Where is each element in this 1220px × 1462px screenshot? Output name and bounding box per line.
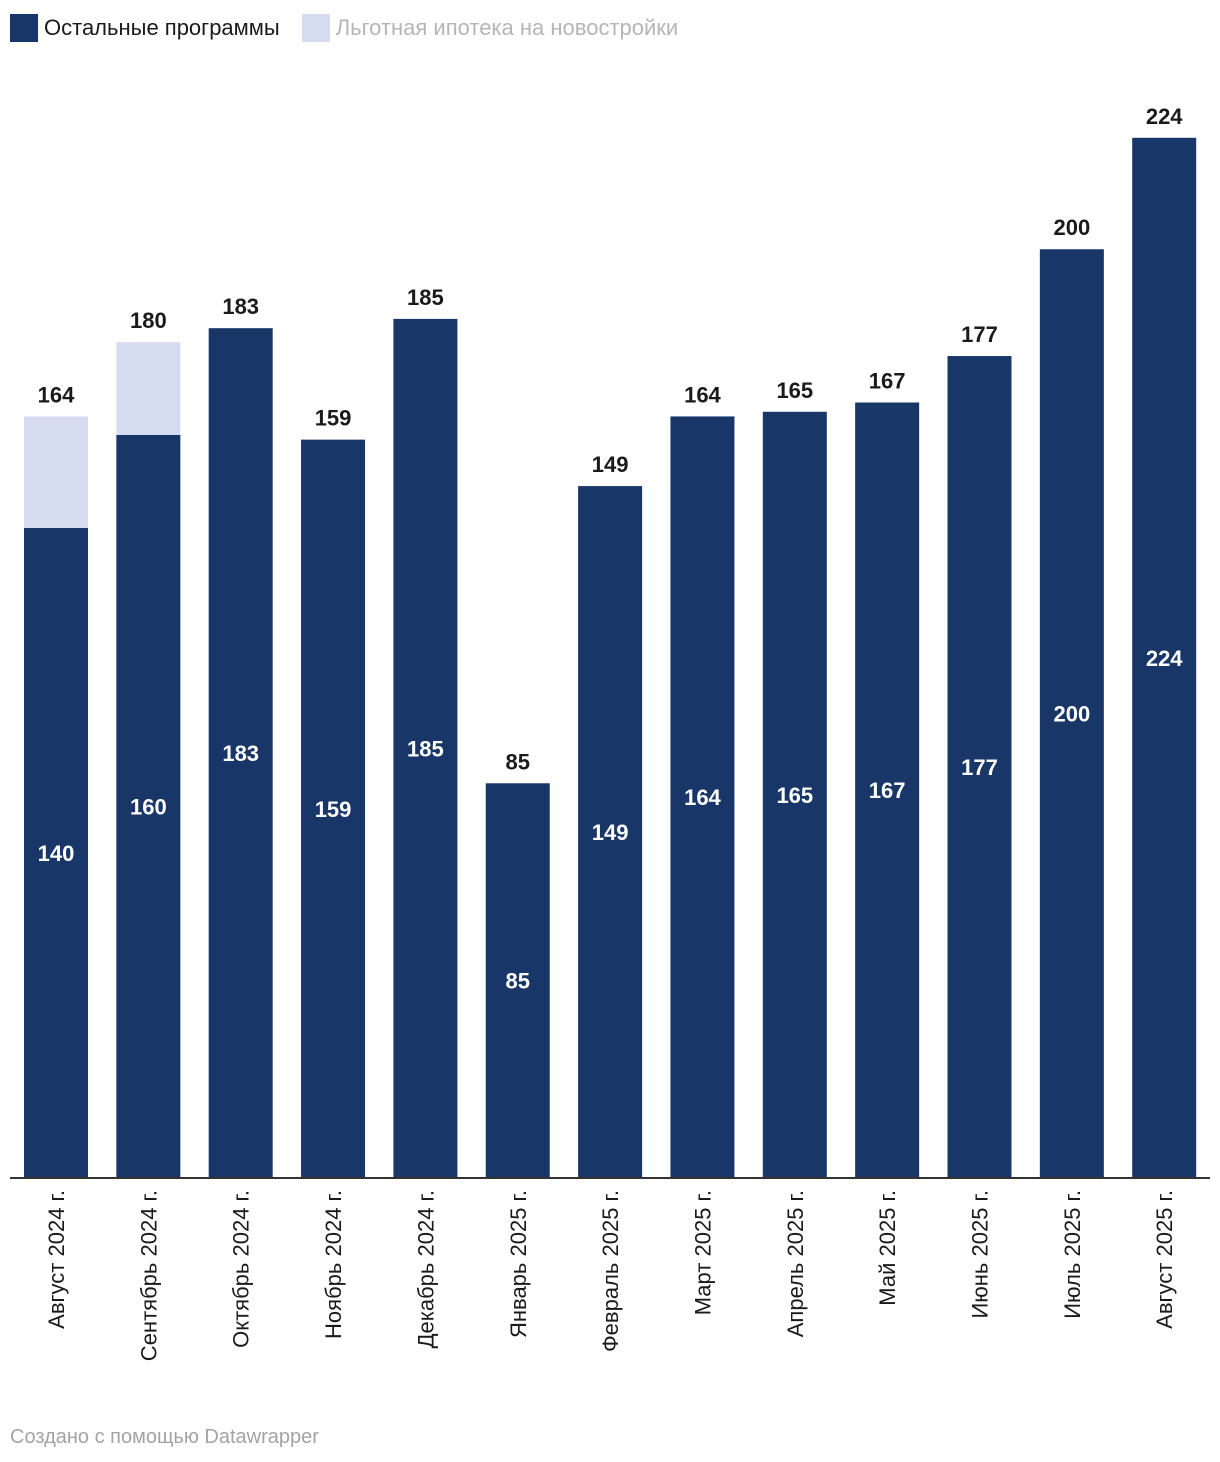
bar-other-programs bbox=[301, 439, 366, 1178]
data-label: 149 bbox=[592, 820, 629, 845]
legend-item-preferential-mortgage: Льготная ипотека на новостройки bbox=[301, 14, 679, 42]
data-label: 165 bbox=[776, 783, 813, 808]
total-label: 164 bbox=[684, 382, 721, 407]
legend-label-preferential-mortgage: Льготная ипотека на новостройки bbox=[335, 15, 679, 40]
total-label: 85 bbox=[506, 749, 530, 774]
bar-other-programs bbox=[762, 411, 827, 1178]
total-label: 177 bbox=[961, 322, 998, 347]
data-label: 185 bbox=[407, 736, 444, 761]
bar-other-programs bbox=[208, 328, 273, 1178]
bar-other-programs bbox=[947, 356, 1012, 1178]
bar-other-programs bbox=[393, 318, 458, 1179]
bar-other-programs bbox=[1039, 249, 1104, 1178]
bar-other-programs bbox=[855, 402, 920, 1178]
x-tick-label: Июль 2025 г. bbox=[1060, 1190, 1085, 1319]
legend-swatch-preferential-mortgage bbox=[301, 14, 330, 42]
total-label: 180 bbox=[130, 308, 167, 333]
legend-label-other-programs: Остальные программы bbox=[44, 15, 280, 40]
total-label: 200 bbox=[1053, 215, 1090, 240]
bar-preferential-mortgage bbox=[24, 416, 88, 528]
data-label: 167 bbox=[869, 778, 906, 803]
x-tick-label: Август 2024 г. bbox=[44, 1190, 69, 1329]
data-label: 160 bbox=[130, 794, 167, 819]
data-label: 200 bbox=[1053, 702, 1090, 727]
bar-other-programs bbox=[485, 783, 550, 1178]
total-label: 159 bbox=[315, 406, 352, 431]
footer-credit: Создано с помощью Datawrapper bbox=[10, 1426, 319, 1448]
bar-other-programs bbox=[670, 416, 735, 1178]
x-tick-label: Май 2025 г. bbox=[875, 1190, 900, 1306]
total-label: 167 bbox=[869, 368, 906, 393]
x-tick-label: Октябрь 2024 г. bbox=[229, 1190, 254, 1348]
data-label: 183 bbox=[222, 741, 259, 766]
bar-other-programs bbox=[578, 486, 643, 1178]
x-tick-label: Август 2025 г. bbox=[1152, 1190, 1177, 1329]
data-label: 164 bbox=[684, 785, 721, 810]
bar-preferential-mortgage bbox=[116, 342, 181, 435]
legend-swatch-other-programs bbox=[10, 14, 38, 42]
data-label: 85 bbox=[506, 969, 530, 994]
total-label: 165 bbox=[776, 378, 813, 403]
data-label: 159 bbox=[315, 797, 352, 822]
x-tick-label: Сентябрь 2024 г. bbox=[136, 1190, 161, 1361]
legend-item-other-programs: Остальные программы bbox=[10, 14, 280, 42]
x-tick-label: Ноябрь 2024 г. bbox=[321, 1190, 346, 1339]
legend: Остальные программы Льготная ипотека на … bbox=[10, 14, 700, 42]
x-tick-label: Апрель 2025 г. bbox=[783, 1190, 808, 1337]
x-tick-label: Январь 2025 г. bbox=[506, 1190, 531, 1338]
x-tick-label: Март 2025 г. bbox=[690, 1190, 715, 1315]
data-label: 177 bbox=[961, 755, 998, 780]
x-tick-label: Декабрь 2024 г. bbox=[413, 1190, 438, 1348]
bar-other-programs bbox=[1132, 137, 1197, 1179]
x-tick-label: Июнь 2025 г. bbox=[968, 1190, 993, 1319]
total-label: 164 bbox=[38, 382, 75, 407]
total-label: 149 bbox=[592, 452, 629, 477]
bar-other-programs bbox=[24, 527, 88, 1178]
total-label: 183 bbox=[222, 294, 259, 319]
x-tick-label: Февраль 2025 г. bbox=[598, 1190, 623, 1352]
bar-other-programs bbox=[116, 434, 181, 1178]
total-label: 224 bbox=[1146, 104, 1183, 129]
data-label: 140 bbox=[38, 841, 75, 866]
data-label: 224 bbox=[1146, 646, 1183, 671]
total-label: 185 bbox=[407, 285, 444, 310]
